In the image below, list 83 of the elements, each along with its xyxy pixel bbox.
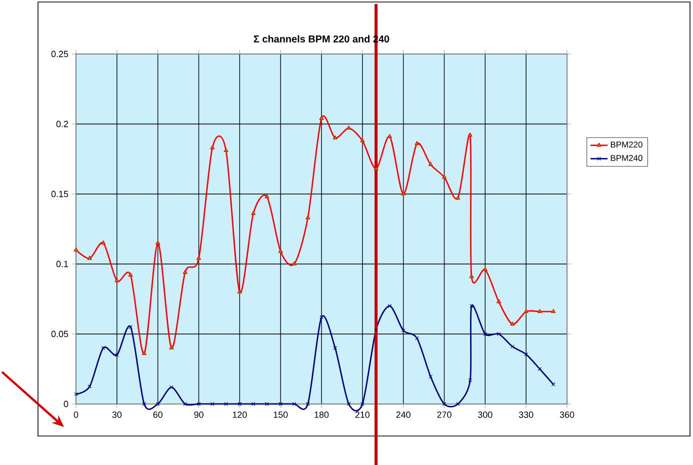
point	[496, 332, 501, 336]
x-tick-label: 0	[74, 412, 78, 418]
y-tick-label: 0.15	[51, 190, 68, 198]
point	[537, 308, 542, 314]
point	[306, 215, 310, 220]
point	[142, 350, 146, 356]
point	[468, 132, 472, 137]
point	[346, 126, 352, 130]
point	[251, 402, 256, 406]
point	[510, 322, 515, 326]
point	[332, 135, 338, 140]
point	[388, 304, 392, 308]
point	[360, 138, 365, 142]
point	[483, 332, 488, 336]
point	[401, 191, 406, 196]
point	[496, 299, 502, 304]
point	[238, 402, 242, 406]
point	[292, 402, 296, 406]
point	[482, 266, 488, 272]
point	[456, 196, 460, 200]
point	[346, 402, 351, 406]
point	[100, 240, 106, 244]
point	[442, 402, 446, 406]
point	[170, 385, 174, 390]
point	[306, 402, 310, 406]
point	[524, 308, 528, 314]
point	[442, 174, 447, 179]
point	[87, 256, 92, 260]
x-tick-label: 360	[560, 412, 574, 418]
point	[224, 148, 228, 152]
point	[360, 402, 364, 406]
point	[551, 308, 556, 314]
point	[428, 162, 433, 166]
legend-label: BPM220	[610, 142, 642, 148]
x-tick-label: 60	[153, 412, 162, 418]
x-tick-label: 240	[396, 412, 410, 418]
point	[319, 116, 324, 120]
point	[224, 402, 228, 406]
x-tick-label: 90	[194, 412, 204, 418]
point	[210, 402, 214, 406]
y-tick-label: 0	[64, 400, 68, 408]
point	[128, 325, 132, 329]
point	[265, 402, 269, 406]
x-tick-label: 210	[355, 412, 370, 418]
y-tick-label: 0.1	[56, 260, 68, 268]
point	[115, 353, 119, 357]
x-tick-label: 180	[314, 412, 329, 418]
x-tick-label: 120	[232, 412, 247, 418]
point	[538, 367, 542, 371]
x-tick-label: 330	[518, 412, 534, 418]
point	[278, 402, 283, 406]
point	[428, 374, 433, 379]
y-tick-label: 0.2	[56, 120, 68, 128]
point	[415, 336, 419, 340]
point	[128, 272, 133, 277]
point	[156, 240, 160, 244]
point	[264, 194, 270, 198]
point	[237, 289, 242, 294]
point	[196, 256, 202, 260]
point	[333, 346, 338, 350]
point	[142, 402, 146, 406]
x-tick-label: 300	[478, 412, 492, 418]
y-tick-label: 0.05	[51, 330, 68, 338]
point	[292, 261, 297, 266]
point	[88, 384, 92, 388]
y-tick-label: 0.25	[51, 50, 68, 58]
point	[101, 346, 106, 350]
point	[374, 328, 378, 332]
point	[468, 378, 472, 382]
point	[278, 248, 283, 253]
x-tick-label: 270	[437, 412, 452, 418]
point	[210, 145, 215, 150]
point	[414, 140, 420, 146]
point	[182, 270, 188, 274]
legend-label: BPM240	[610, 154, 642, 161]
point	[251, 210, 256, 216]
point	[470, 304, 474, 308]
x-tick-label: 30	[112, 412, 122, 418]
point	[169, 345, 174, 350]
point	[196, 402, 201, 406]
point	[114, 278, 120, 282]
x-tick-label: 150	[274, 412, 288, 418]
point	[374, 166, 378, 170]
